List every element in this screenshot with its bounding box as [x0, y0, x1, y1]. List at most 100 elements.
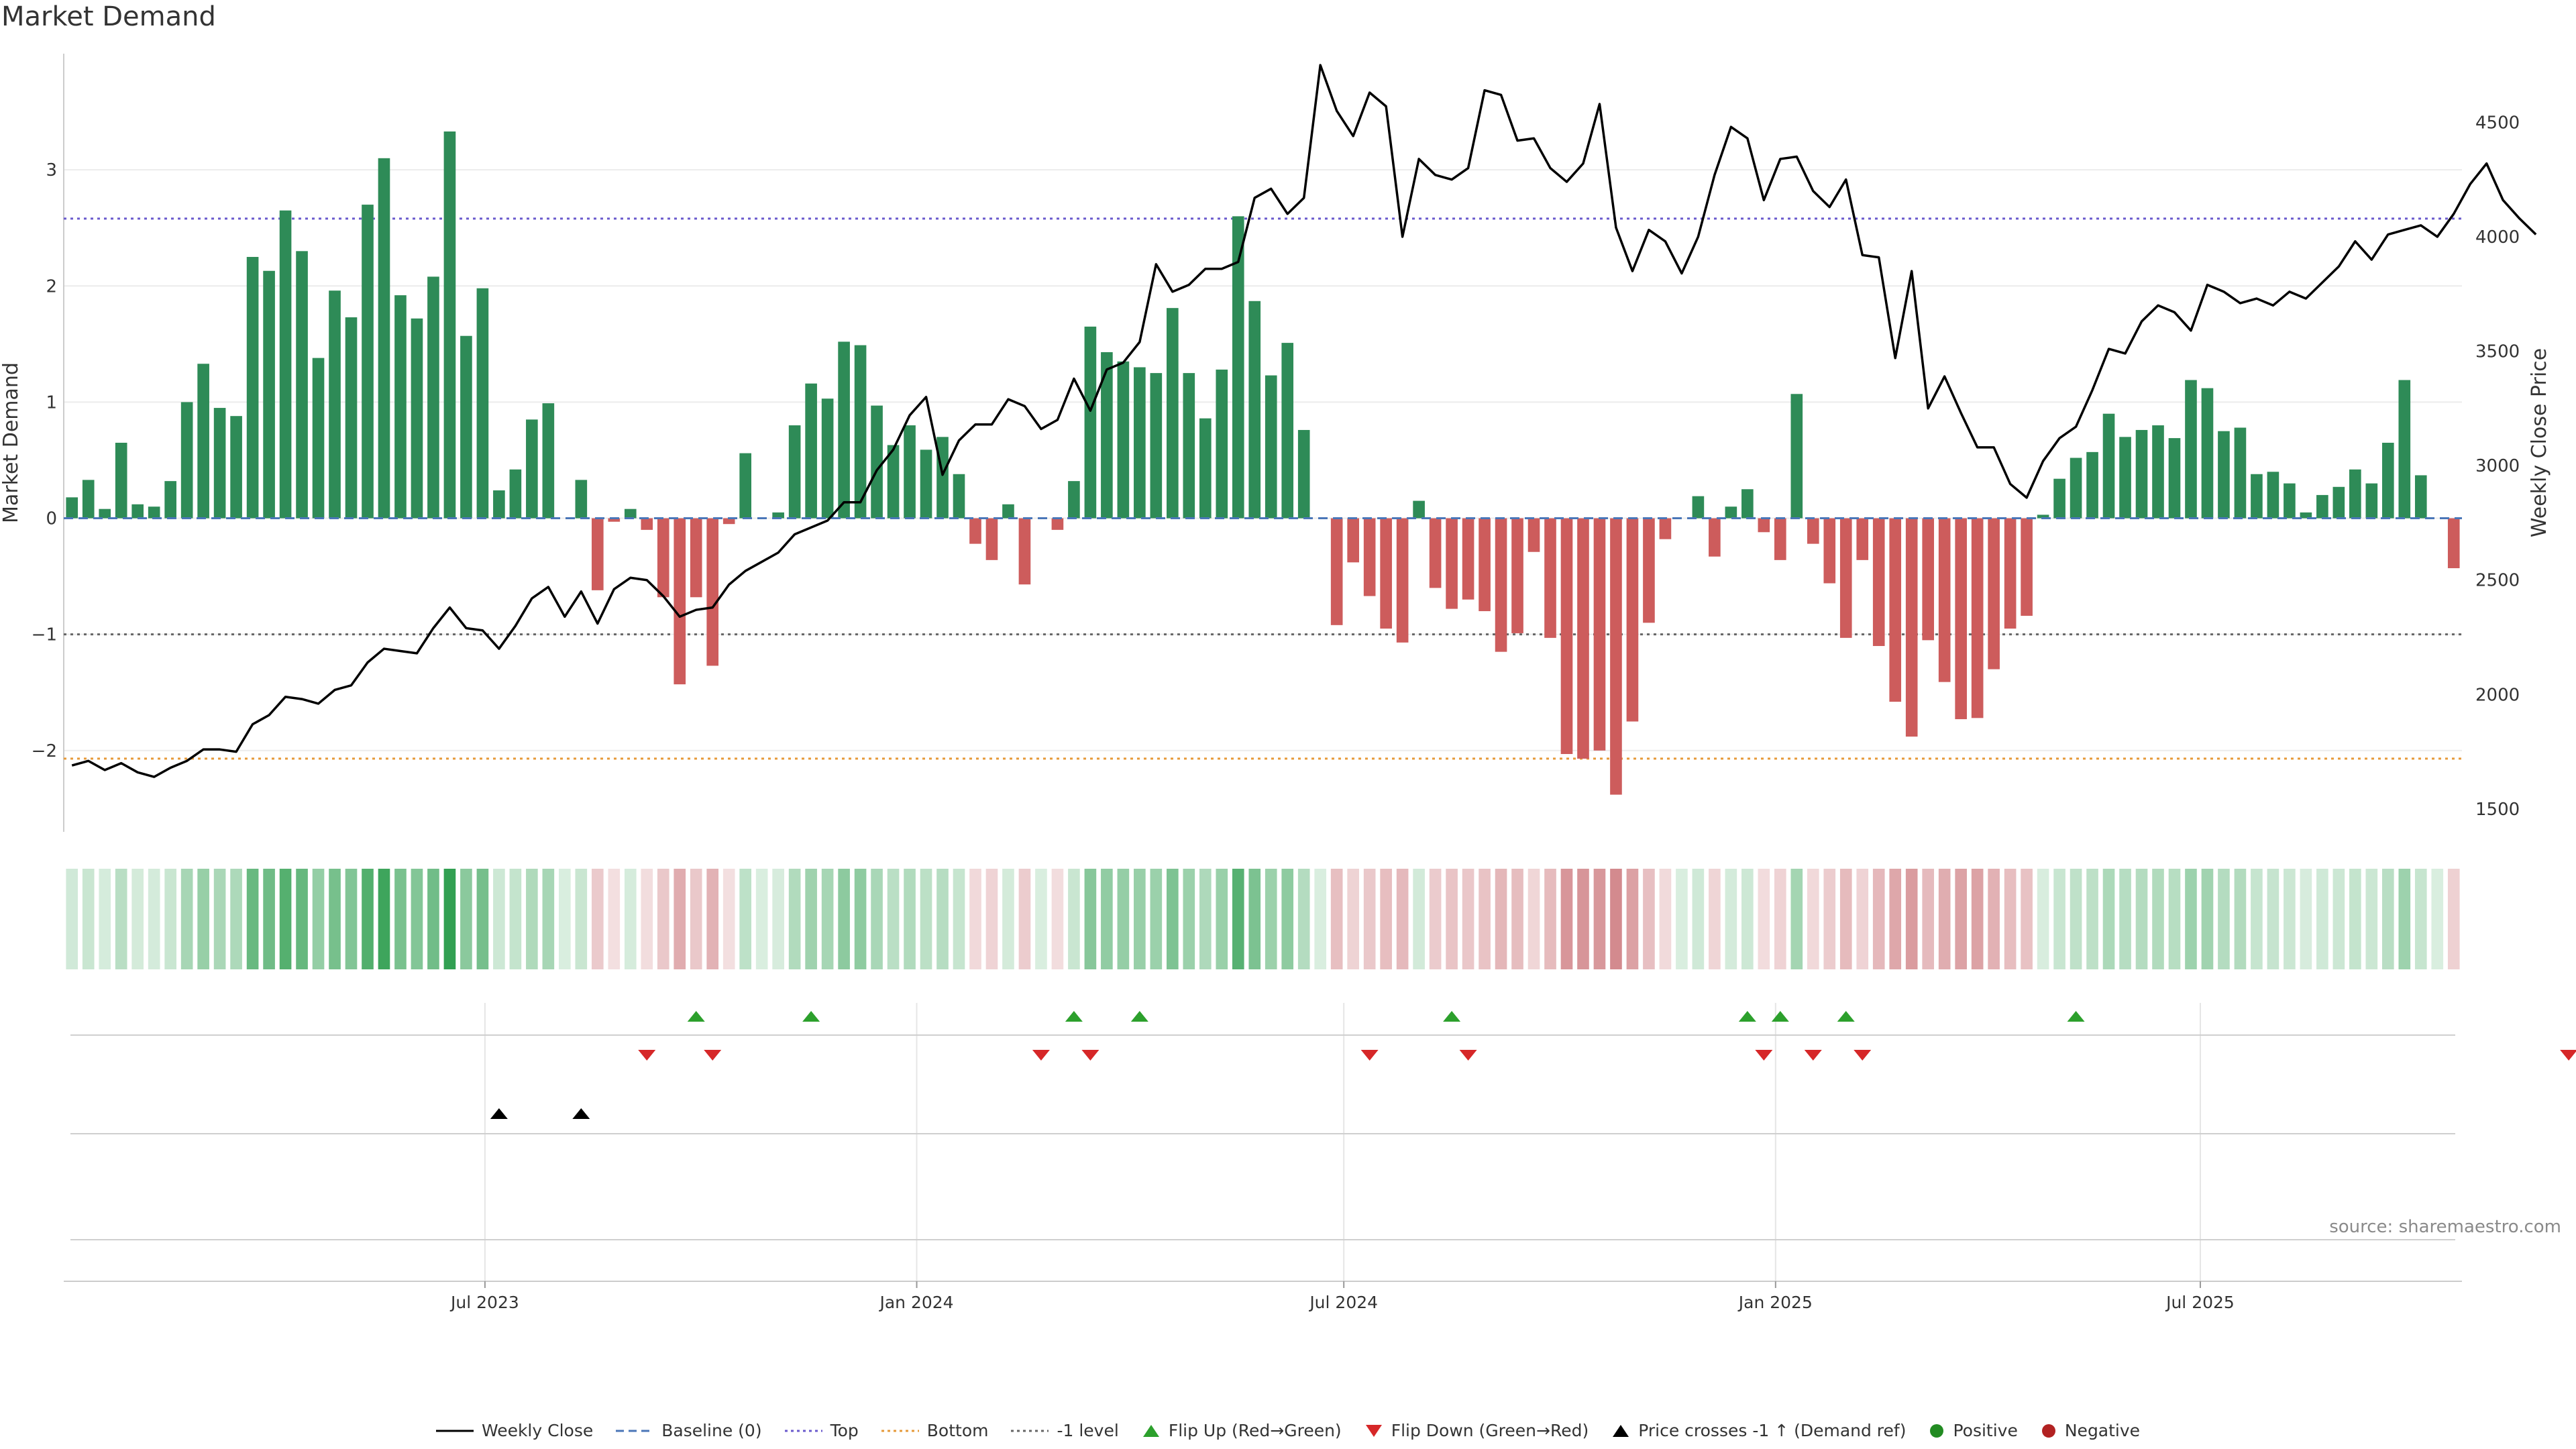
x-tick-label: Jul 2025: [2165, 1293, 2235, 1312]
x-tick-label: Jan 2025: [1737, 1293, 1813, 1312]
legend-item: Positive: [1929, 1421, 2018, 1440]
heat-cell: [2021, 869, 2033, 969]
heat-cell: [1462, 869, 1474, 969]
legend-swatch: [1011, 1430, 1049, 1432]
demand-bar: [82, 480, 95, 519]
y-tick-label: 1: [46, 392, 57, 413]
flip-up-marker: [1065, 1011, 1083, 1022]
demand-bar: [1807, 518, 1819, 544]
demand-bar: [1905, 518, 1918, 737]
demand-bar: [608, 518, 621, 522]
heat-cell: [329, 869, 341, 969]
heat-cell: [1560, 869, 1573, 969]
heat-cell: [1167, 869, 1179, 969]
y2-axis-title: Weekly Close Price: [2528, 348, 2551, 537]
demand-bar: [99, 508, 111, 519]
y2-tick-label: 4500: [2475, 113, 2520, 133]
demand-bar: [542, 403, 555, 519]
demand-bar: [674, 518, 686, 685]
demand-bar: [1330, 518, 1343, 625]
heat-cell: [2102, 869, 2115, 969]
heat-cell: [739, 869, 751, 969]
demand-bar: [1741, 489, 1754, 519]
heat-cell: [460, 869, 472, 969]
demand-bar: [1232, 216, 1244, 519]
demand-bar: [1413, 500, 1425, 519]
demand-bar: [329, 290, 341, 519]
heat-cell: [2234, 869, 2247, 969]
demand-bar: [213, 408, 226, 519]
heat-cell: [1922, 869, 1935, 969]
demand-bar: [1183, 373, 1195, 519]
flip-down-marker: [1804, 1050, 1822, 1061]
demand-bar: [263, 270, 275, 519]
y2-tick-label: 2500: [2475, 571, 2520, 591]
heat-cell: [164, 869, 176, 969]
heat-cell: [2218, 869, 2230, 969]
heat-cell: [904, 869, 916, 969]
heat-cell: [279, 869, 292, 969]
demand-bar: [411, 318, 423, 519]
demand-bar: [1363, 518, 1376, 596]
demand-bar: [2284, 483, 2296, 519]
flip-down-marker: [1360, 1050, 1379, 1061]
demand-bar: [1988, 518, 2000, 669]
demand-bar: [427, 276, 439, 519]
demand-bar: [66, 497, 78, 519]
heat-cell: [526, 869, 538, 969]
demand-bar: [180, 402, 193, 519]
heat-cell: [575, 869, 588, 969]
heat-cell: [2004, 869, 2017, 969]
demand-bar: [1626, 518, 1639, 722]
demand-bar: [2070, 458, 2082, 519]
heat-cell: [953, 869, 965, 969]
heat-cell: [1297, 869, 1310, 969]
heat-cell: [1676, 869, 1688, 969]
heat-cell: [985, 869, 998, 969]
heat-cell: [362, 869, 374, 969]
demand-bar: [493, 490, 505, 519]
demand-bar: [722, 518, 735, 525]
demand-bar: [2218, 431, 2230, 519]
legend-item: Negative: [2041, 1421, 2140, 1440]
heat-cell: [690, 869, 702, 969]
demand-bar: [1495, 518, 1507, 652]
heat-cell: [1347, 869, 1359, 969]
legend-swatch: [1930, 1424, 1944, 1438]
demand-bar: [1084, 326, 1097, 519]
legend: Weekly Close Baseline (0) Top Bottom -1 leve…: [0, 1421, 2576, 1440]
flip-down-marker: [1081, 1050, 1099, 1061]
heat-cell: [1593, 869, 1606, 969]
heat-cell: [936, 869, 949, 969]
demand-bar: [985, 518, 998, 560]
heat-cell: [2037, 869, 2049, 969]
demand-bar: [2365, 483, 2378, 519]
demand-bar: [1922, 518, 1935, 641]
heat-cell: [1495, 869, 1507, 969]
heat-cell: [2152, 869, 2164, 969]
heat-cell: [1889, 869, 1902, 969]
demand-bar: [887, 445, 900, 519]
heat-cell: [2201, 869, 2214, 969]
heat-cell: [82, 869, 95, 969]
flip-up-marker: [802, 1011, 820, 1022]
heat-cell: [2070, 869, 2082, 969]
legend-label: Flip Down (Green→Red): [1391, 1421, 1589, 1440]
heat-cell: [312, 869, 325, 969]
y2-tick-label: 3000: [2475, 456, 2520, 476]
heat-cell: [1248, 869, 1261, 969]
demand-bar: [1347, 518, 1359, 563]
heat-cell: [722, 869, 735, 969]
demand-bar: [2316, 494, 2328, 519]
heat-cell: [378, 869, 390, 969]
heat-cell: [1396, 869, 1409, 969]
demand-bar: [1758, 518, 1770, 533]
legend-item: Baseline (0): [616, 1421, 762, 1440]
demand-bar: [2349, 469, 2361, 519]
legend-item: Bottom: [881, 1421, 988, 1440]
flip-down-marker: [1755, 1050, 1773, 1061]
demand-bar: [378, 158, 390, 519]
demand-bar: [1560, 518, 1573, 754]
flip-up-marker: [1443, 1011, 1461, 1022]
heat-cell: [1872, 869, 1885, 969]
